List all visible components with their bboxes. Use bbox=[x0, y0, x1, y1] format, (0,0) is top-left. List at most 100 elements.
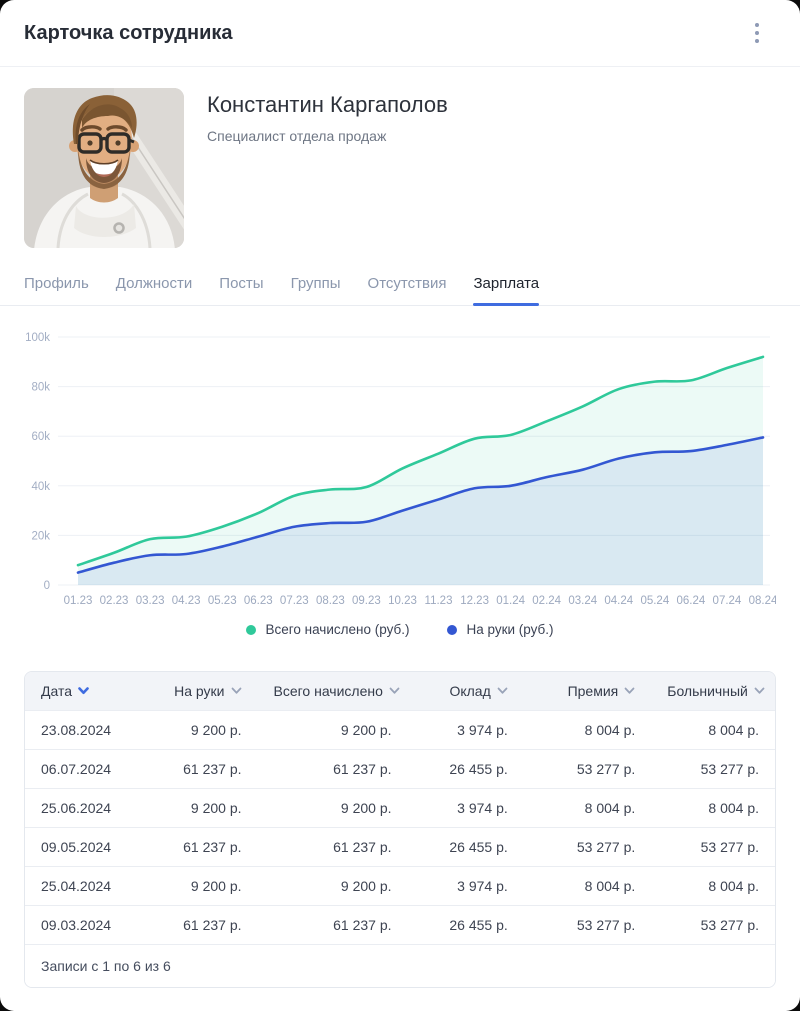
svg-text:07.23: 07.23 bbox=[280, 595, 309, 607]
salary-table-wrap: Дата На руки Всего начислено Оклад Премия Бол… bbox=[24, 671, 776, 988]
table-cell: 3 974 р. bbox=[407, 866, 524, 906]
table-cell: 9 200 р. bbox=[257, 710, 408, 750]
svg-text:12.23: 12.23 bbox=[460, 595, 489, 607]
svg-text:03.24: 03.24 bbox=[568, 595, 597, 607]
table-cell: 9 200 р. bbox=[156, 866, 258, 906]
table-cell: 26 455 р. bbox=[407, 905, 524, 944]
chevron-down-icon bbox=[497, 687, 508, 694]
table-row: 25.04.2024 9 200 р. 9 200 р. 3 974 р. 8 004 … bbox=[25, 866, 775, 906]
table-row: 09.03.2024 61 237 р. 61 237 р. 26 455 р. 53 … bbox=[25, 905, 775, 944]
table-cell: 9 200 р. bbox=[257, 788, 408, 828]
column-header-2[interactable]: Всего начислено bbox=[257, 672, 408, 711]
table-cell: 53 277 р. bbox=[651, 749, 775, 789]
svg-text:01.23: 01.23 bbox=[64, 595, 93, 607]
table-cell: 61 237 р. bbox=[156, 905, 258, 944]
svg-text:06.24: 06.24 bbox=[677, 595, 706, 607]
table-cell: 26 455 р. bbox=[407, 749, 524, 789]
salary-chart: 0 20k 40k 60k 80k 100k 01.23 02.23 03.23 04.23 05.… bbox=[25, 332, 776, 607]
table-cell: 25.06.2024 bbox=[25, 788, 157, 828]
svg-text:04.24: 04.24 bbox=[604, 595, 633, 607]
table-cell: 09.03.2024 bbox=[25, 905, 157, 944]
svg-text:100k: 100k bbox=[25, 332, 50, 344]
column-label: На руки bbox=[174, 683, 225, 699]
column-header-1[interactable]: На руки bbox=[156, 672, 258, 711]
profile-section: Константин Каргаполов Специалист отдела … bbox=[0, 67, 800, 248]
svg-text:08.24: 08.24 bbox=[749, 595, 776, 607]
svg-text:05.24: 05.24 bbox=[640, 595, 669, 607]
table-cell: 53 277 р. bbox=[523, 905, 652, 944]
table-cell: 9 200 р. bbox=[156, 710, 258, 750]
svg-text:40k: 40k bbox=[31, 481, 50, 493]
table-cell: 8 004 р. bbox=[651, 710, 775, 750]
table-cell: 61 237 р. bbox=[156, 827, 258, 867]
tab-posts[interactable]: Посты bbox=[219, 275, 264, 292]
tab-absences[interactable]: Отсутствия bbox=[367, 275, 447, 292]
table-row: 09.05.2024 61 237 р. 61 237 р. 26 455 р. 53 … bbox=[25, 827, 775, 867]
column-label: Дата bbox=[41, 683, 73, 699]
table-cell: 61 237 р. bbox=[156, 749, 258, 789]
table-cell: 9 200 р. bbox=[156, 788, 258, 828]
table-cell: 25.04.2024 bbox=[25, 866, 157, 906]
legend-label: На руки (руб.) bbox=[466, 622, 554, 637]
column-header-3[interactable]: Оклад bbox=[407, 672, 524, 711]
svg-text:11.23: 11.23 bbox=[425, 595, 453, 607]
chevron-down-icon bbox=[231, 687, 241, 694]
svg-text:02.23: 02.23 bbox=[100, 595, 129, 607]
svg-text:07.24: 07.24 bbox=[713, 595, 742, 607]
chart-legend: Всего начислено (руб.) На руки (руб.) bbox=[24, 622, 776, 637]
svg-text:0: 0 bbox=[44, 580, 50, 592]
svg-text:10.23: 10.23 bbox=[388, 595, 417, 607]
svg-text:01.24: 01.24 bbox=[496, 595, 525, 607]
table-cell: 3 974 р. bbox=[407, 710, 524, 750]
table-cell: 8 004 р. bbox=[651, 788, 775, 828]
salary-table-head: Дата На руки Всего начислено Оклад Премия Бол… bbox=[25, 672, 775, 711]
table-cell: 61 237 р. bbox=[257, 827, 408, 867]
table-row: 25.06.2024 9 200 р. 9 200 р. 3 974 р. 8 004 … bbox=[25, 788, 775, 828]
svg-text:06.23: 06.23 bbox=[244, 595, 273, 607]
chevron-down-icon bbox=[78, 687, 89, 695]
table-cell: 8 004 р. bbox=[523, 866, 652, 906]
table-row: 06.07.2024 61 237 р. 61 237 р. 26 455 р. 53 … bbox=[25, 749, 775, 789]
employee-position: Специалист отдела продаж bbox=[207, 128, 387, 145]
legend-dot-icon bbox=[246, 624, 257, 635]
legend-item-1[interactable]: На руки (руб.) bbox=[447, 622, 554, 637]
svg-text:03.23: 03.23 bbox=[136, 595, 165, 607]
svg-text:20k: 20k bbox=[31, 530, 50, 542]
tab-positions[interactable]: Должности bbox=[115, 275, 193, 292]
card-header: Карточка сотрудника bbox=[0, 0, 800, 67]
table-header-row: Дата На руки Всего начислено Оклад Премия Бол… bbox=[25, 672, 775, 711]
legend-dot-icon bbox=[447, 624, 458, 635]
column-label: Оклад bbox=[449, 683, 491, 699]
table-cell: 23.08.2024 bbox=[25, 710, 157, 750]
column-label: Всего начислено bbox=[273, 683, 383, 699]
tab-salary[interactable]: Зарплата bbox=[473, 269, 539, 306]
chevron-down-icon bbox=[754, 687, 765, 694]
table-cell: 8 004 р. bbox=[523, 788, 652, 828]
kebab-menu-icon[interactable] bbox=[744, 20, 770, 46]
column-header-4[interactable]: Премия bbox=[523, 672, 652, 711]
legend-label: Всего начислено (руб.) bbox=[265, 622, 410, 637]
legend-item-0[interactable]: Всего начислено (руб.) bbox=[246, 622, 409, 637]
svg-text:80k: 80k bbox=[31, 382, 50, 394]
table-cell: 53 277 р. bbox=[651, 827, 775, 867]
avatar bbox=[24, 88, 184, 248]
column-label: Премия bbox=[567, 683, 619, 699]
tab-profile[interactable]: Профиль bbox=[24, 275, 89, 292]
tabs: Профиль Должности Посты Группы Отсутствия Зар… bbox=[0, 269, 800, 306]
table-cell: 8 004 р. bbox=[523, 710, 652, 750]
svg-text:04.23: 04.23 bbox=[172, 595, 201, 607]
column-header-0[interactable]: Дата bbox=[25, 672, 157, 711]
table-cell: 8 004 р. bbox=[651, 866, 775, 906]
table-cell: 53 277 р. bbox=[651, 905, 775, 944]
table-cell: 3 974 р. bbox=[407, 788, 524, 828]
svg-text:05.23: 05.23 bbox=[208, 595, 237, 607]
table-cell: 53 277 р. bbox=[523, 827, 652, 867]
svg-text:02.24: 02.24 bbox=[532, 595, 561, 607]
avatar-photo bbox=[24, 88, 184, 248]
svg-text:60k: 60k bbox=[31, 431, 50, 443]
tab-groups[interactable]: Группы bbox=[290, 275, 341, 292]
table-cell: 61 237 р. bbox=[257, 749, 408, 789]
column-header-5[interactable]: Больничный bbox=[651, 672, 775, 711]
column-label: Больничный bbox=[667, 683, 748, 699]
